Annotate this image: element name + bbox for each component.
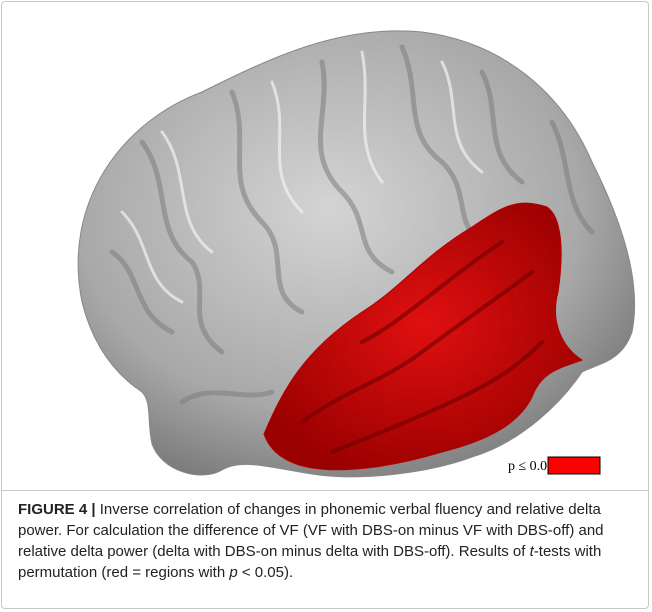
separator xyxy=(2,490,648,491)
caption-text: Inverse correlation of changes in phonem… xyxy=(18,501,604,560)
brain-figure: p ≤ 0.05 xyxy=(77,30,636,478)
caption-italic: t xyxy=(529,543,534,560)
legend-label: p ≤ 0.05 xyxy=(508,459,554,474)
legend-swatch xyxy=(547,456,601,475)
red-sulci xyxy=(300,240,544,454)
caption-label: FIGURE 4 | xyxy=(18,501,96,518)
caption-text: -tests with permutation (red = regions w… xyxy=(18,543,602,581)
caption-text: < 0.05). xyxy=(237,564,294,581)
caption-italic: p xyxy=(229,564,238,581)
gyri xyxy=(109,44,595,405)
red-region xyxy=(263,202,584,471)
caption: FIGURE 4 | Inverse correlation of change… xyxy=(18,499,636,583)
highlights xyxy=(120,50,484,304)
